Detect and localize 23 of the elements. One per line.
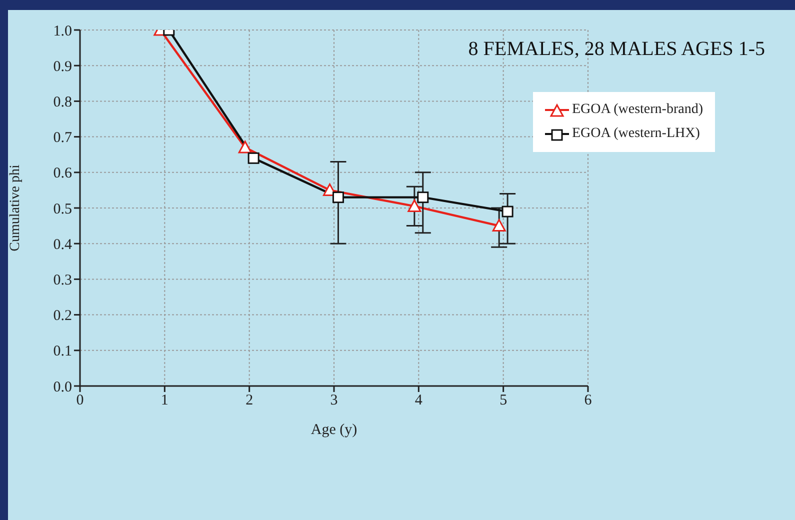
y-tick-label: 0.5 — [53, 201, 72, 218]
y-tick-label: 0.9 — [53, 58, 72, 75]
y-tick-label: 1.0 — [53, 23, 72, 40]
y-tick-label: 0.7 — [53, 130, 72, 146]
y-tick-label: 0.8 — [53, 94, 72, 111]
x-tick-label: 0 — [76, 392, 84, 409]
y-tick-label: 0.1 — [53, 344, 72, 360]
y-tick-label: 0.6 — [53, 166, 72, 182]
y-tick-label: 0.2 — [53, 308, 72, 324]
x-tick-label: 3 — [330, 392, 338, 409]
y-axis-title: Cumulative phi — [8, 164, 23, 252]
y-tick-label: 0.4 — [53, 236, 72, 253]
x-tick-label: 1 — [160, 392, 168, 409]
x-tick-label: 4 — [414, 392, 423, 409]
legend-label: EGOA (western-brand) — [572, 102, 703, 118]
x-tick-label: 6 — [584, 392, 592, 409]
legend-label: EGOA (western-LHX) — [572, 126, 700, 142]
y-tick-label: 0.3 — [53, 272, 72, 289]
chart-title: 8 FEMALES, 28 MALES AGES 1-5 — [468, 38, 765, 61]
x-tick-label: 2 — [246, 392, 254, 409]
x-axis-title: Age (y) — [310, 422, 358, 438]
x-tick-label: 5 — [500, 392, 508, 409]
y-tick-label: 0.0 — [53, 379, 72, 396]
